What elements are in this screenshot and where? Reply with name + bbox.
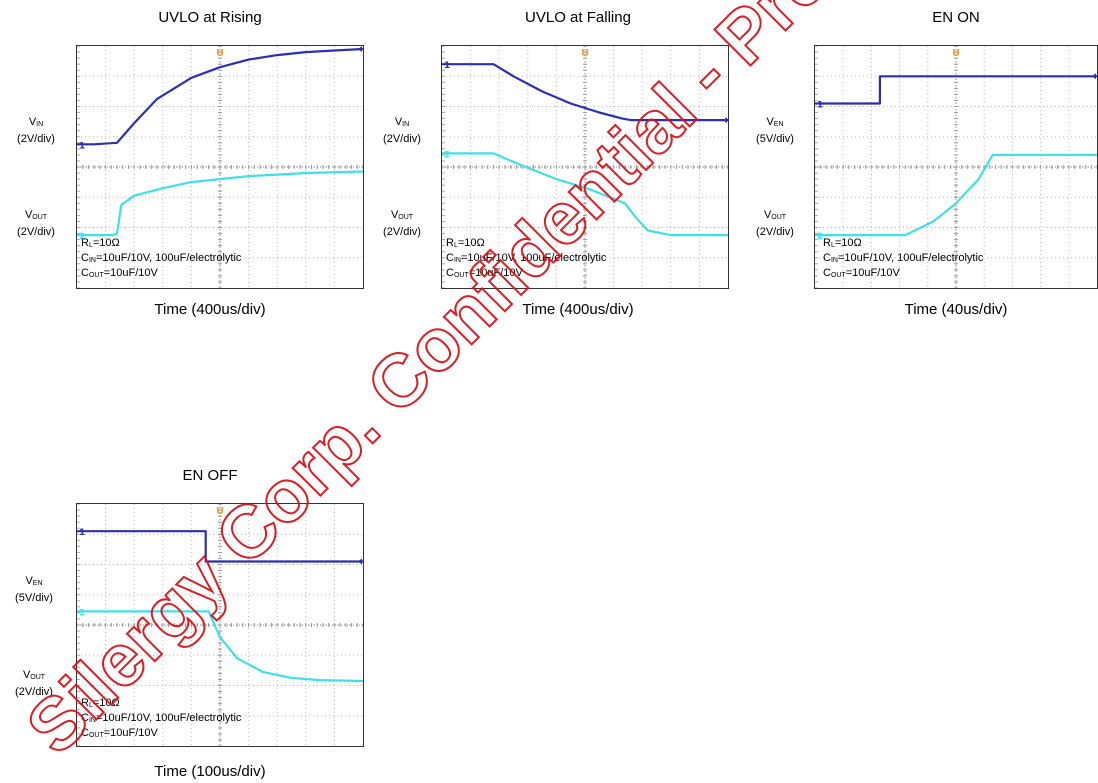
condition-cout: COUT=10uF/10V bbox=[81, 267, 158, 279]
channel-marker-2: 2 bbox=[79, 608, 85, 618]
scope-screen: U 1 2 RL=10Ω CIN=10uF/10V, 100uF/electroly… bbox=[441, 45, 729, 289]
x-axis-label: Time (400us/div) bbox=[522, 301, 634, 318]
channel-marker-1: 1 bbox=[79, 528, 85, 538]
channel1-label: VIN (2V/div) bbox=[17, 116, 55, 145]
x-axis-label: Time (400us/div) bbox=[154, 301, 266, 318]
channel-pointer-icon bbox=[723, 117, 727, 124]
channel2-label: VOUT (2V/div) bbox=[756, 209, 794, 238]
condition-rl: RL=10Ω bbox=[81, 697, 120, 709]
channel-marker-2: 2 bbox=[79, 232, 85, 242]
channel1-label: VIN (2V/div) bbox=[383, 116, 421, 145]
trace-v-in bbox=[77, 47, 363, 146]
scope-plot: U 1 2 bbox=[77, 504, 363, 746]
condition-cin: CIN=10uF/10V, 100uF/electrolytic bbox=[823, 252, 984, 264]
scope-plot: U 1 2 bbox=[77, 46, 363, 288]
channel-marker-1: 1 bbox=[79, 141, 85, 151]
channel1-label: VEN (5V/div) bbox=[15, 575, 53, 604]
channel2-label: VOUT (2V/div) bbox=[15, 669, 53, 698]
channel-pointer-icon bbox=[358, 46, 362, 53]
test-conditions: RL=10Ω CIN=10uF/10V, 100uF/electrolytic … bbox=[81, 237, 241, 282]
chart-title: UVLO at Rising bbox=[158, 9, 262, 26]
channel-marker-2: 2 bbox=[817, 232, 823, 242]
condition-cout: COUT=10uF/10V bbox=[81, 727, 158, 739]
channel2-label: VOUT (2V/div) bbox=[383, 209, 421, 238]
trace-v-en bbox=[815, 75, 1097, 105]
condition-rl: RL=10Ω bbox=[823, 237, 862, 249]
x-axis-label: Time (40us/div) bbox=[904, 301, 1008, 318]
channel-marker-2: 2 bbox=[444, 150, 450, 160]
test-conditions: RL=10Ω CIN=10uF/10V, 100uF/electrolytic … bbox=[823, 237, 983, 282]
condition-rl: RL=10Ω bbox=[446, 237, 485, 249]
trace-v-out bbox=[815, 153, 1097, 237]
scope-screen: U 1 2 RL=10Ω CIN=10uF/10V, 100uF/electroly… bbox=[76, 503, 364, 747]
scope-plot: U 1 2 bbox=[442, 46, 728, 288]
trace-v-out bbox=[77, 170, 363, 237]
channel-pointer-icon bbox=[1092, 73, 1096, 80]
trace-v-en bbox=[77, 530, 363, 563]
trigger-marker-icon: U bbox=[581, 48, 589, 59]
condition-cout: COUT=10uF/10V bbox=[823, 267, 900, 279]
channel2-label: VOUT (2V/div) bbox=[17, 209, 55, 238]
chart-title: EN ON bbox=[932, 9, 980, 26]
test-conditions: RL=10Ω CIN=10uF/10V, 100uF/electrolytic … bbox=[81, 697, 241, 742]
condition-cout: COUT=10uF/10V bbox=[446, 267, 523, 279]
test-conditions: RL=10Ω CIN=10uF/10V, 100uF/electrolytic … bbox=[446, 237, 606, 282]
channel-marker-1: 1 bbox=[444, 61, 450, 71]
chart-title: EN OFF bbox=[182, 467, 238, 484]
chart-title: UVLO at Falling bbox=[525, 9, 631, 26]
condition-cin: CIN=10uF/10V, 100uF/electrolytic bbox=[81, 252, 242, 264]
channel-marker-1: 1 bbox=[817, 100, 823, 110]
scope-plot: U 1 2 bbox=[815, 46, 1097, 288]
trigger-marker-icon: U bbox=[216, 506, 224, 517]
trace-v-in bbox=[442, 63, 728, 122]
x-axis-label: Time (100us/div) bbox=[154, 763, 266, 780]
condition-cin: CIN=10uF/10V, 100uF/electrolytic bbox=[81, 712, 242, 724]
channel1-label: VEN (5V/div) bbox=[756, 116, 794, 145]
channel-pointer-icon bbox=[358, 558, 362, 565]
scope-screen: U 1 2 RL=10Ω CIN=10uF/10V, 100uF/electroly… bbox=[814, 45, 1098, 289]
trigger-marker-icon: U bbox=[216, 48, 224, 59]
trigger-marker-icon: U bbox=[952, 48, 960, 59]
scope-screen: U 1 2 RL=10Ω CIN=10uF/10V, 100uF/electroly… bbox=[76, 45, 364, 289]
condition-rl: RL=10Ω bbox=[81, 237, 120, 249]
trace-v-out bbox=[77, 610, 363, 683]
trace-v-out bbox=[442, 152, 728, 237]
condition-cin: CIN=10uF/10V, 100uF/electrolytic bbox=[446, 252, 607, 264]
